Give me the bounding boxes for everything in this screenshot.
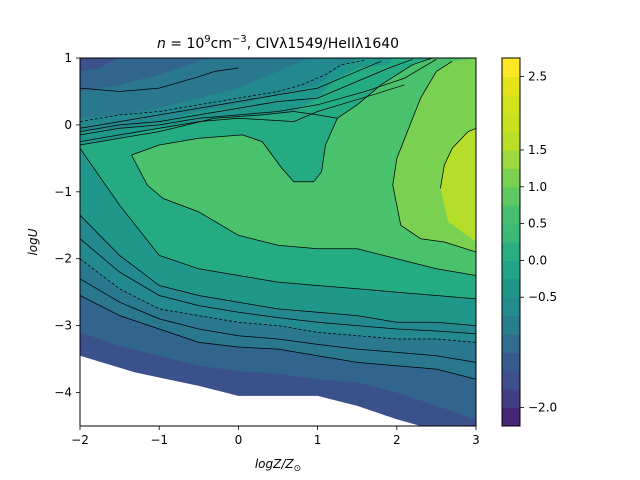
colorbar-band bbox=[502, 131, 520, 151]
contour-region bbox=[440, 128, 476, 242]
colorbar-band bbox=[502, 113, 520, 133]
colorbar-band bbox=[502, 407, 520, 427]
colorbar-band bbox=[502, 242, 520, 261]
contour-line bbox=[80, 59, 366, 122]
contour-line bbox=[80, 58, 413, 132]
title-exp: 9 bbox=[204, 34, 210, 45]
contour-line bbox=[80, 60, 382, 129]
colorbar-tick-label: 1.5 bbox=[528, 143, 547, 157]
x-tick-label: −1 bbox=[150, 433, 168, 447]
y-tick-label: 0 bbox=[64, 118, 72, 132]
y-tick-label: −3 bbox=[54, 319, 72, 333]
colorbar-band bbox=[502, 334, 520, 353]
colorbar-band bbox=[502, 94, 520, 114]
x-tick-label: 3 bbox=[472, 433, 480, 447]
contour-line bbox=[131, 58, 433, 183]
x-tick-label: 1 bbox=[314, 433, 322, 447]
x-axis-label: logZ/Z⊙ bbox=[255, 457, 301, 474]
colorbar: 2.5 1.5 1.0 0.5 0.0 −0.5 −2.0 bbox=[502, 58, 557, 427]
y-axis-label: logU bbox=[26, 228, 40, 255]
contour-line bbox=[80, 238, 476, 335]
contour-line bbox=[80, 148, 476, 300]
contour-line bbox=[80, 258, 476, 343]
title-eq: = 10 bbox=[166, 36, 204, 52]
contour-line bbox=[396, 205, 476, 253]
colorbar-band bbox=[502, 223, 520, 243]
colorbar-band bbox=[502, 370, 520, 390]
contour-line bbox=[80, 58, 437, 136]
colorbar-tick-label: 1.0 bbox=[528, 180, 547, 194]
title-unit-exp: −3 bbox=[232, 34, 247, 45]
y-tick-label: −2 bbox=[54, 252, 72, 266]
y-axis: 1 0 −1 −2 −3 −4 bbox=[54, 51, 80, 400]
contour-line bbox=[131, 154, 476, 276]
colorbar-band bbox=[502, 297, 520, 317]
colorbar-band bbox=[502, 168, 520, 188]
title-ratio: , CIVλ1549/HeIIλ1640 bbox=[247, 36, 399, 52]
colorbar-band bbox=[502, 186, 520, 206]
contour-line bbox=[392, 60, 453, 206]
plot-area bbox=[80, 58, 476, 426]
x-axis-label-main: logZ/Z bbox=[255, 457, 295, 471]
y-tick-label: −4 bbox=[54, 386, 72, 400]
colorbar-frame bbox=[501, 57, 521, 427]
colorbar-tick-label: 2.5 bbox=[528, 69, 547, 83]
y-tick-label: 1 bbox=[64, 51, 72, 65]
contour-fills bbox=[80, 58, 476, 426]
colorbar-band bbox=[502, 205, 520, 225]
contour-line bbox=[440, 127, 476, 189]
colorbar-band bbox=[502, 260, 520, 280]
contour-line bbox=[80, 67, 239, 92]
x-axis-label-sub: ⊙ bbox=[294, 464, 302, 474]
contour-line bbox=[80, 84, 405, 142]
chart-title: n = 109cm−3, CIVλ1549/HeIIλ1640 bbox=[157, 34, 399, 52]
colorbar-band bbox=[502, 352, 520, 372]
colorbar-tick-label: 0.0 bbox=[528, 253, 547, 267]
colorbar-tick-label: −0.5 bbox=[528, 290, 557, 304]
contour-line bbox=[80, 111, 338, 146]
colorbar-band bbox=[502, 315, 520, 335]
colorbar-tick-label: 0.5 bbox=[528, 217, 547, 231]
x-axis: −2 −1 0 1 2 3 bbox=[71, 426, 480, 447]
colorbar-band bbox=[502, 389, 520, 409]
title-n: n bbox=[157, 36, 166, 52]
contour-region bbox=[131, 58, 476, 276]
plot-frame bbox=[79, 57, 477, 427]
x-tick-label: −2 bbox=[71, 433, 89, 447]
colorbar-band bbox=[502, 278, 520, 298]
x-tick-label: 2 bbox=[393, 433, 401, 447]
y-tick-label: −1 bbox=[54, 185, 72, 199]
colorbar-band bbox=[502, 76, 520, 96]
contour-lines bbox=[80, 58, 476, 380]
x-tick-label: 0 bbox=[235, 433, 243, 447]
contour-line bbox=[80, 295, 476, 380]
colorbar-band bbox=[502, 58, 520, 77]
contour-line bbox=[80, 278, 476, 363]
colorbar-band bbox=[502, 150, 520, 169]
contour-line bbox=[80, 214, 476, 326]
colorbar-tick-label: −2.0 bbox=[528, 401, 557, 415]
title-unit: cm bbox=[211, 36, 232, 52]
